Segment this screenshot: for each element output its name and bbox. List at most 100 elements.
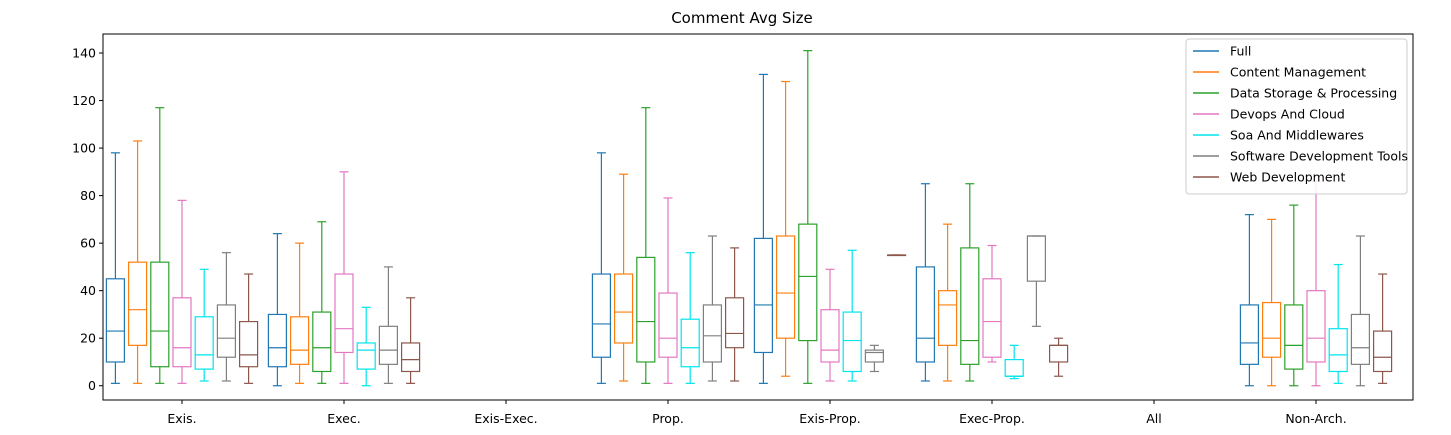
box-body — [290, 316, 310, 365]
box-body — [613, 273, 634, 344]
box-body — [864, 349, 885, 363]
box-devops-and-cloud — [982, 244, 1002, 363]
legend-item: Web Development — [1193, 170, 1345, 185]
box-full — [267, 233, 287, 387]
box-devops-and-cloud — [334, 171, 354, 384]
box-software-development-tools — [1350, 235, 1371, 387]
box-software-development-tools — [864, 344, 885, 373]
legend-label: Data Storage & Processing — [1230, 86, 1397, 101]
legend: Full Content Management Data Storage & Pro… — [1185, 38, 1408, 195]
box-soa-and-middlewares — [356, 306, 376, 387]
x-tick-label: Non-Arch. — [1285, 411, 1346, 426]
x-axis: Exis. Exec. Exis-Exec. Prop. Exis-Prop. Exec-… — [167, 400, 1347, 426]
box-web-development — [886, 254, 907, 257]
box-content-management — [128, 140, 148, 384]
box-body — [775, 235, 796, 339]
box-web-development — [724, 247, 745, 382]
box-software-development-tools — [378, 266, 398, 384]
box-content-management — [775, 80, 796, 377]
box-body — [960, 247, 980, 365]
y-tick-label: 60 — [80, 236, 96, 251]
y-tick-label: 40 — [80, 283, 96, 298]
legend-label: Devops And Cloud — [1230, 107, 1345, 122]
box-body — [753, 237, 774, 354]
y-tick-label: 120 — [72, 93, 96, 108]
box-body — [680, 318, 700, 368]
box-body — [1328, 328, 1348, 373]
box-body — [842, 311, 862, 373]
legend-item: Soa And Middlewares — [1193, 128, 1364, 143]
legend-item: Content Management — [1193, 65, 1366, 80]
x-tick-label: Exec-Prop. — [959, 411, 1025, 426]
box-software-development-tools — [1026, 235, 1047, 327]
box-body — [702, 304, 723, 363]
y-tick-label: 100 — [72, 141, 96, 156]
legend-label: Content Management — [1230, 65, 1366, 80]
box-data-storage-processing — [312, 221, 332, 384]
box-body — [1372, 330, 1393, 373]
box-body — [1004, 358, 1024, 377]
box-web-development — [401, 297, 421, 384]
x-tick-label: Exis-Exec. — [474, 411, 537, 426]
y-tick-label: 20 — [80, 331, 96, 346]
legend-item: Data Storage & Processing — [1193, 86, 1397, 101]
box-body — [937, 290, 958, 346]
x-tick-label: Prop. — [652, 411, 684, 426]
box-full — [591, 152, 612, 384]
box-body — [982, 278, 1002, 358]
box-body — [216, 304, 236, 358]
box-content-management — [613, 173, 634, 382]
box-content-management — [937, 223, 958, 382]
box-software-development-tools — [702, 235, 723, 382]
chart-title: Comment Avg Size — [671, 9, 813, 27]
legend-label: Software Development Tools — [1230, 149, 1408, 164]
box-body — [105, 278, 126, 363]
box-devops-and-cloud — [658, 197, 678, 384]
box-web-development — [1372, 273, 1393, 384]
legend-item: Full — [1193, 44, 1251, 59]
box-web-development — [1048, 337, 1069, 377]
box-full — [1239, 214, 1260, 387]
box-body — [724, 297, 745, 349]
box-body — [820, 309, 840, 363]
y-tick-label: 0 — [88, 378, 96, 393]
box-body — [1284, 304, 1304, 370]
box-content-management — [290, 242, 310, 384]
box-soa-and-middlewares — [842, 249, 862, 382]
y-tick-label: 140 — [72, 46, 96, 61]
box-data-storage-processing — [150, 107, 170, 384]
axes-frame — [102, 33, 1414, 401]
legend-item: Software Development Tools — [1193, 149, 1408, 164]
box-body — [267, 313, 287, 368]
box-data-storage-processing — [960, 183, 980, 382]
box-body — [591, 273, 612, 358]
box-soa-and-middlewares — [1004, 344, 1024, 380]
box-body — [658, 292, 678, 358]
box-body — [239, 320, 259, 368]
box-full — [753, 73, 774, 384]
box-soa-and-middlewares — [1328, 263, 1348, 384]
box-full — [105, 152, 126, 384]
box-content-management — [1261, 218, 1282, 387]
x-tick-label: Exec. — [327, 411, 360, 426]
box-body — [798, 223, 818, 342]
box-body — [1261, 301, 1282, 358]
box-body — [194, 316, 214, 370]
box-software-development-tools — [216, 252, 236, 382]
box-body — [334, 273, 354, 354]
box-body — [1306, 290, 1326, 363]
box-soa-and-middlewares — [194, 268, 214, 382]
box-body — [636, 256, 656, 363]
box-soa-and-middlewares — [680, 252, 700, 384]
legend-box — [1185, 38, 1408, 195]
box-body — [128, 261, 148, 346]
x-tick-label: Exis-Prop. — [799, 411, 861, 426]
box-body — [172, 297, 192, 368]
legend-item: Devops And Cloud — [1193, 107, 1345, 122]
y-axis: 0 20 40 60 80 100 120 140 — [72, 46, 103, 393]
legend-label: Soa And Middlewares — [1230, 128, 1364, 143]
legend-label: Web Development — [1230, 170, 1345, 185]
plot-area — [105, 50, 1393, 387]
box-body — [356, 342, 376, 370]
